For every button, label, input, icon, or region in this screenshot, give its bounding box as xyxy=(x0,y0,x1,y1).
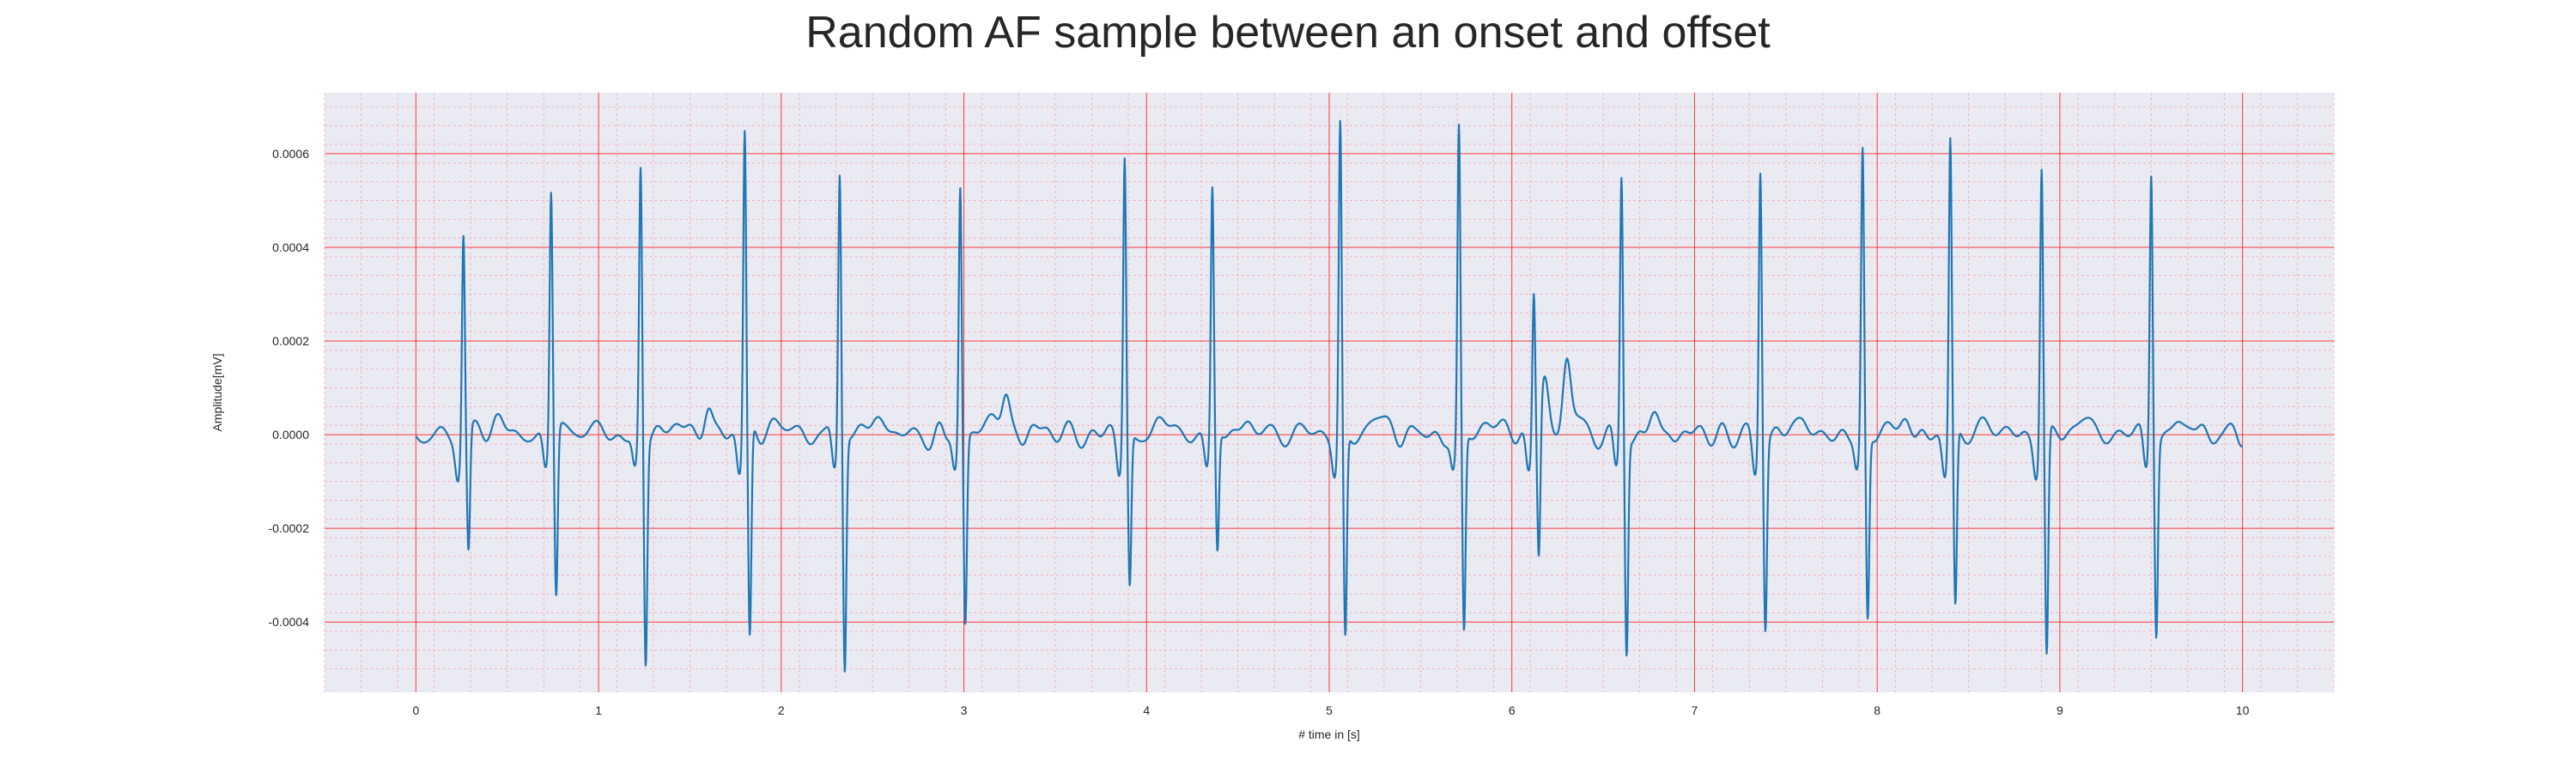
x-tick-label: 1 xyxy=(595,703,602,717)
y-tick-label: 0.0002 xyxy=(272,334,309,348)
x-tick-label: 7 xyxy=(1692,703,1698,717)
x-tick-label: 5 xyxy=(1326,703,1333,717)
x-tick-label: 6 xyxy=(1509,703,1516,717)
y-tick-label: -0.0002 xyxy=(269,521,310,535)
y-tick-label: 0.0000 xyxy=(272,428,309,441)
y-tick-label: 0.0006 xyxy=(272,147,309,161)
chart-title: Random AF sample between an onset and of… xyxy=(805,8,1771,58)
ecg-series-line xyxy=(415,119,2244,673)
y-tick-label: -0.0004 xyxy=(269,615,310,629)
x-tick-label: 9 xyxy=(2057,703,2063,717)
x-tick-label: 2 xyxy=(778,703,785,717)
x-tick-label: 10 xyxy=(2236,703,2250,717)
x-axis-ticks: 0 1 2 3 4 5 6 7 8 9 10 xyxy=(412,703,2249,717)
x-tick-label: 0 xyxy=(412,703,419,717)
x-tick-label: 8 xyxy=(1874,703,1880,717)
major-grid xyxy=(325,93,2334,692)
x-tick-label: 3 xyxy=(961,703,968,717)
x-axis-label: # time in [s] xyxy=(1298,727,1360,741)
x-tick-label: 4 xyxy=(1143,703,1150,717)
y-tick-label: 0.0004 xyxy=(272,240,309,254)
y-axis-ticks: -0.0004 -0.0002 0.0000 0.0002 0.0004 0.0006 xyxy=(269,147,310,629)
y-axis-label: Amplitude[mV] xyxy=(210,353,224,431)
